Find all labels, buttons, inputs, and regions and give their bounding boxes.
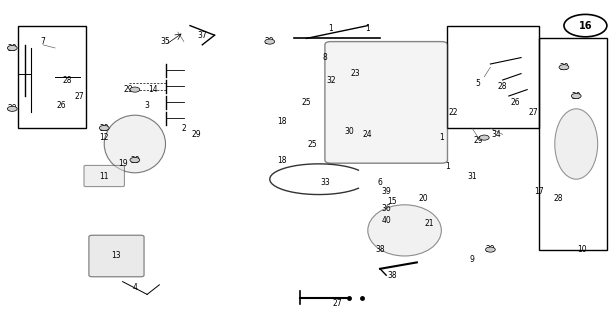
Text: 18: 18 xyxy=(277,156,287,164)
Text: 29: 29 xyxy=(265,37,275,46)
Text: 18: 18 xyxy=(277,117,287,126)
Circle shape xyxy=(130,87,140,92)
Ellipse shape xyxy=(368,205,441,256)
Bar xyxy=(539,38,607,250)
Text: 26: 26 xyxy=(56,101,66,110)
Text: 27: 27 xyxy=(528,108,538,116)
Text: 29: 29 xyxy=(130,156,140,164)
Text: 34: 34 xyxy=(492,130,501,139)
Circle shape xyxy=(265,39,275,44)
Text: 14: 14 xyxy=(148,85,158,94)
Text: 11: 11 xyxy=(99,172,109,180)
Ellipse shape xyxy=(555,109,598,179)
Text: 1: 1 xyxy=(439,133,444,142)
Text: 4: 4 xyxy=(132,284,137,292)
Text: 8: 8 xyxy=(322,53,327,62)
Text: 7: 7 xyxy=(40,37,45,46)
Circle shape xyxy=(479,135,489,140)
Circle shape xyxy=(7,45,17,51)
FancyBboxPatch shape xyxy=(89,235,144,277)
Text: 1: 1 xyxy=(329,24,333,33)
Text: 15: 15 xyxy=(387,197,397,206)
Bar xyxy=(18,26,86,128)
Text: 38: 38 xyxy=(387,271,397,280)
Text: 10: 10 xyxy=(577,245,587,254)
Circle shape xyxy=(571,93,581,99)
Text: 28: 28 xyxy=(63,76,72,84)
Text: 29: 29 xyxy=(485,245,495,254)
Text: 21: 21 xyxy=(424,220,434,228)
Text: 27: 27 xyxy=(75,92,85,100)
Text: 17: 17 xyxy=(535,188,544,196)
Text: 27: 27 xyxy=(332,300,342,308)
Circle shape xyxy=(7,106,17,111)
Text: 31: 31 xyxy=(467,172,477,180)
FancyBboxPatch shape xyxy=(84,165,124,187)
Text: 29: 29 xyxy=(571,92,581,100)
Text: 12: 12 xyxy=(99,133,109,142)
Text: 19: 19 xyxy=(118,159,128,168)
Text: 24: 24 xyxy=(363,130,373,139)
Text: 29: 29 xyxy=(99,124,109,132)
Text: 30: 30 xyxy=(345,127,354,136)
Text: 20: 20 xyxy=(418,194,428,203)
Text: 5: 5 xyxy=(476,79,481,88)
Ellipse shape xyxy=(104,115,166,173)
Bar xyxy=(447,26,539,128)
Text: 37: 37 xyxy=(197,31,207,40)
Text: 3: 3 xyxy=(145,101,150,110)
Text: 25: 25 xyxy=(302,98,311,107)
Text: 35: 35 xyxy=(161,37,170,46)
Text: 29: 29 xyxy=(191,130,201,139)
Text: 39: 39 xyxy=(381,188,391,196)
Text: 38: 38 xyxy=(375,245,385,254)
Text: 29: 29 xyxy=(7,104,17,113)
Text: 22: 22 xyxy=(449,108,459,116)
Text: 40: 40 xyxy=(381,216,391,225)
Text: 29: 29 xyxy=(473,136,483,145)
Text: 1: 1 xyxy=(445,162,450,171)
Text: 16: 16 xyxy=(579,20,592,31)
Text: 33: 33 xyxy=(320,178,330,187)
Text: 36: 36 xyxy=(381,204,391,212)
Text: 32: 32 xyxy=(326,76,336,84)
Circle shape xyxy=(99,125,109,131)
Text: 29: 29 xyxy=(559,63,569,72)
Text: 6: 6 xyxy=(378,178,383,187)
Text: 28: 28 xyxy=(498,82,508,91)
Text: 28: 28 xyxy=(553,194,563,203)
Text: 23: 23 xyxy=(351,69,360,78)
Text: 2: 2 xyxy=(181,124,186,132)
Text: 26: 26 xyxy=(510,98,520,107)
Circle shape xyxy=(485,247,495,252)
Circle shape xyxy=(559,65,569,70)
Text: 25: 25 xyxy=(308,140,318,148)
Circle shape xyxy=(130,157,140,163)
Text: 13: 13 xyxy=(112,252,121,260)
Text: 29: 29 xyxy=(7,44,17,52)
Text: 1: 1 xyxy=(365,24,370,33)
Text: 9: 9 xyxy=(470,255,474,264)
FancyBboxPatch shape xyxy=(325,42,447,163)
Text: 29: 29 xyxy=(124,85,134,94)
